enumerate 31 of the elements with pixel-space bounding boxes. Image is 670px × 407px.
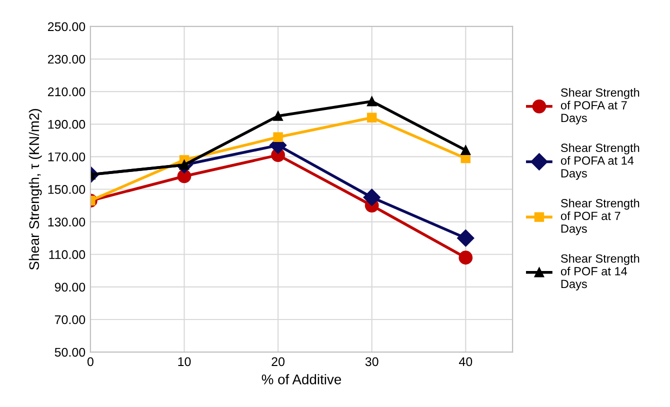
y-tick-label: 210.00 [48,87,86,96]
y-tick-label: 190.00 [48,120,86,129]
legend-label: Shear Strength of POF at 7 Days [560,198,640,236]
point [363,188,380,206]
point [273,132,283,142]
y-tick-label: 90.00 [54,282,86,292]
point [460,145,471,156]
point [457,230,474,247]
legend-label: Shear Strength of POFA at 7 Days [560,88,640,124]
x-tick-label: 0 [87,357,94,366]
y-tick-label: 250.00 [48,22,86,32]
y-tick-label: 230.00 [48,54,86,64]
y-tick-label: 50.00 [54,348,86,357]
point [273,111,283,121]
y-tick-label: 70.00 [54,315,86,324]
point [458,250,473,265]
x-tick-label: 20 [272,357,285,366]
y-tick-label: 130.00 [48,218,86,226]
point [366,96,377,106]
legend-label: Shear Strength of POF at 14 Days [560,254,640,290]
y-tick-label: 110.00 [49,250,86,260]
x-tick-label: 30 [365,357,378,366]
y-axis-title: Shear Strength, τ (KN/m2) [28,109,42,270]
y-tick-label: 170.00 [48,152,86,162]
x-axis-title: % of Additive [262,374,342,384]
point [177,169,192,184]
legend-label: Shear Strength of POFA at 14 Days [560,143,640,180]
y-tick-label: 150.00 [48,185,86,194]
x-tick-label: 10 [178,357,191,366]
x-tick-label: 40 [458,357,472,366]
point [366,112,377,122]
